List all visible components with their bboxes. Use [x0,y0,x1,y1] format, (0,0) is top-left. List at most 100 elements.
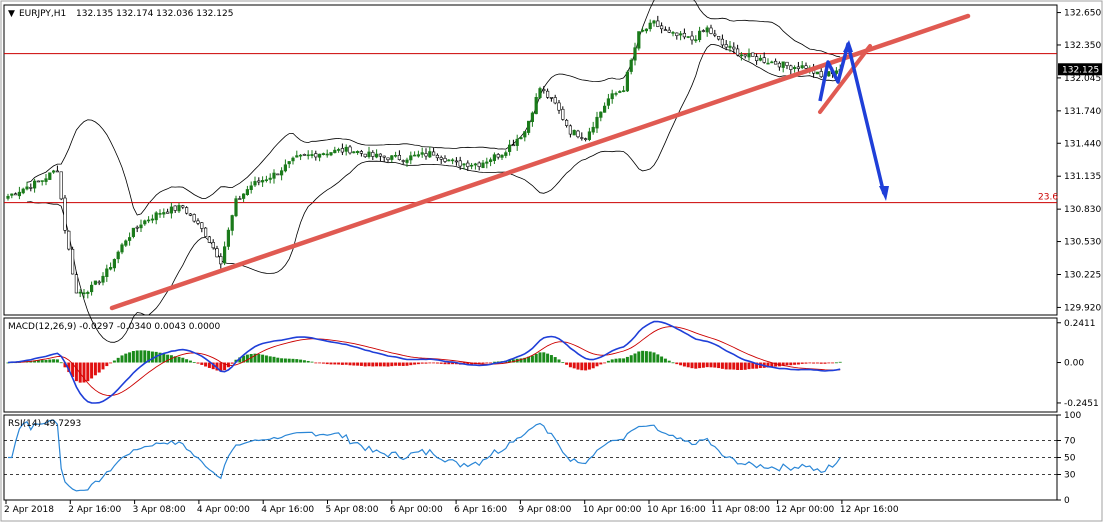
candle-body [154,212,158,221]
macd-histogram-bar [815,362,819,364]
macd-histogram-bar [838,361,842,363]
candle-body [272,172,276,179]
candle-body [374,153,379,158]
macd-histogram-bar [489,362,493,364]
macd-histogram-bar [435,362,439,364]
macd-histogram-bar [55,359,59,363]
macd-histogram-bar [238,357,242,363]
macd-histogram-bar [120,355,124,363]
candle-body [542,89,546,91]
candle-body [530,112,534,122]
macd-layer [6,320,842,404]
candle-body [59,171,63,200]
candle-body [481,162,485,168]
candle-body [147,219,151,222]
macd-histogram-bar [219,362,223,372]
candle-body [314,153,318,158]
candle-body [74,274,78,294]
macd-main-line [7,320,841,404]
candle-body [128,237,132,241]
candle-body [724,44,728,48]
candle-body [682,32,686,38]
candle-body [139,224,143,229]
macd-histogram-bar [215,362,219,371]
candle-body [249,185,253,190]
candle-body [545,90,550,98]
candle-body [751,52,755,57]
macd-histogram-bar [629,355,633,363]
candle-body [105,268,109,277]
macd-histogram-bar [386,362,390,367]
rsi-axis-label: 0 [1064,496,1070,506]
rsi-axis-label: 30 [1064,471,1076,481]
candle-body [363,153,367,158]
candle-body [701,30,705,32]
macd-histogram-bar [781,362,785,366]
candle-body [587,131,591,140]
macd-histogram-bar [637,351,641,363]
candle-body [257,180,261,183]
macd-histogram-bar [344,362,348,365]
candle-body [317,153,322,158]
candle-body [44,178,48,182]
dropdown-triangle-icon[interactable]: ▼ [8,9,15,19]
macd-histogram-bar [774,362,778,367]
time-axis-label: 9 Apr 08:00 [518,505,571,515]
candle-body [242,193,246,199]
macd-histogram-bar [671,362,675,364]
candle-body [667,29,671,33]
macd-histogram-bar [318,362,322,364]
candle-body [743,54,747,57]
macd-histogram-bar [185,359,189,363]
macd-histogram-bar [682,362,686,367]
candle-body [815,71,819,75]
candle-body [469,164,474,167]
macd-histogram-bar [348,362,352,366]
macd-histogram-bar [310,361,314,363]
macd-histogram-bar [785,362,789,366]
candle-body [424,153,428,157]
macd-histogram-bar [705,362,709,368]
candle-body [485,161,489,164]
price-pane [3,4,1058,316]
macd-histogram-bar [644,351,648,363]
price-axis-label: 130.530 [1064,238,1101,248]
candle-body [523,131,527,138]
candle-body [279,170,284,176]
candle-body [431,151,436,156]
candle-body [158,213,162,215]
macd-pane [3,317,1058,413]
macd-histogram-bar [420,362,424,364]
candle-body [101,275,105,283]
macd-histogram-bar [789,362,793,366]
candle-body [185,207,189,214]
macd-histogram-bar [97,362,101,373]
macd-histogram-bar [675,362,679,365]
macd-histogram-bar [230,362,234,364]
macd-histogram-bar [728,362,732,370]
candle-body [690,35,694,41]
macd-histogram-bar [86,362,90,382]
macd-histogram-bar [819,362,823,364]
macd-histogram-bar [800,362,804,364]
macd-histogram-bar [485,362,489,364]
macd-histogram-bar [587,362,591,370]
macd-histogram-bar [667,360,671,363]
candle-body [435,154,440,159]
candle-body [166,211,170,214]
macd-histogram-bar [52,359,56,363]
candle-body [21,188,25,194]
candle-body [789,65,793,70]
candle-body [713,33,717,36]
macd-histogram-bar [264,355,268,363]
macd-histogram-bar [302,360,306,363]
candle-body [735,48,740,56]
candle-body [211,242,215,249]
candle-body [458,160,462,167]
candle-body [6,195,10,199]
macd-histogram-bar [207,362,211,368]
macd-histogram-bar [204,362,208,367]
symbol-label: EURJPY,H1 [19,9,66,19]
